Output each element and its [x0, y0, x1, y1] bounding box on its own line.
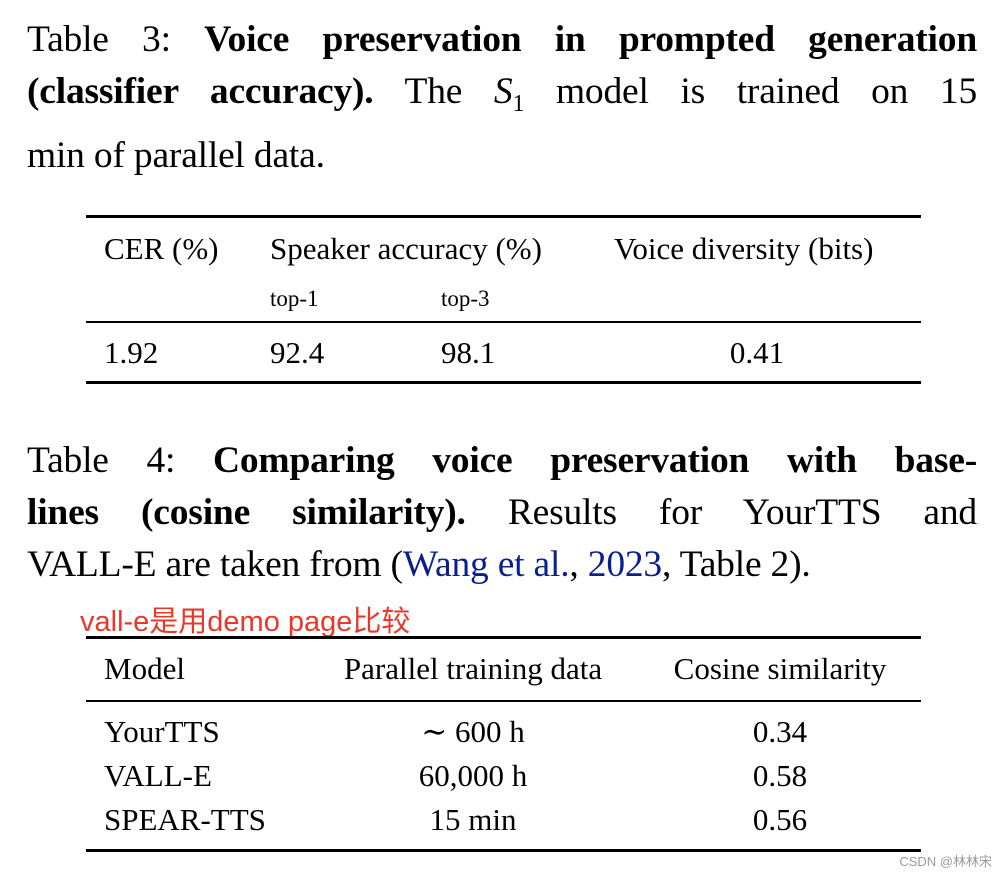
cell-parallel-data: ∼ 600 h [421, 714, 525, 749]
cell-cosine: 0.34 [752, 714, 808, 749]
table3-title-bold: Voice preservation in prompted generatio… [204, 19, 977, 60]
table4-caption: Table 4: Comparing voice preservation wi… [27, 435, 977, 591]
table3-text: The [404, 71, 463, 112]
citation-year-link[interactable]: 2023 [587, 544, 662, 585]
header-speaker-accuracy: Speaker accuracy (%) [270, 231, 542, 266]
header-voice-diversity: Voice diversity (bits) [614, 231, 874, 266]
header-parallel-data: Parallel training data [343, 651, 603, 686]
cell-voice-diversity: 0.41 [729, 335, 785, 370]
citation-author-link[interactable]: Wang et al. [402, 544, 570, 585]
table3-top-rule [86, 215, 921, 218]
table4-bottom-rule [86, 849, 921, 852]
cell-cosine: 0.58 [752, 758, 808, 793]
table4-text: Results for YourTTS and [507, 492, 977, 533]
table4-mid-rule [86, 700, 921, 702]
cell-model: VALL-E [104, 758, 212, 793]
table3-caption-line1: Table 3: Voice preservation in prompted … [27, 14, 977, 66]
cell-cer: 1.92 [104, 335, 159, 370]
cell-parallel-data: 60,000 h [418, 758, 528, 793]
table3-bottom-rule [86, 381, 921, 384]
table4-caption-line2: lines (cosine similarity). Results for Y… [27, 487, 977, 539]
csdn-watermark: CSDN @林林宋 [899, 854, 992, 869]
cell-top3: 98.1 [441, 335, 496, 370]
table3-text-cont: model is trained on 15 [555, 71, 977, 112]
table4-label: Table 4: [27, 440, 176, 481]
header-model: Model [104, 651, 185, 686]
table3-caption-line3: min of parallel data. [27, 135, 325, 176]
handwritten-annotation: vall-e是用demo page比较 [80, 606, 411, 638]
cell-model: SPEAR-TTS [104, 802, 266, 837]
cell-parallel-data: 15 min [429, 802, 517, 837]
cell-model: YourTTS [104, 714, 220, 749]
cell-cosine: 0.56 [752, 802, 808, 837]
table4-caption-line1: Table 4: Comparing voice preservation wi… [27, 435, 977, 487]
header-top3: top-3 [441, 286, 490, 311]
header-cosine: Cosine similarity [673, 651, 887, 686]
table3-caption: Table 3: Voice preservation in prompted … [27, 14, 977, 182]
table4-title-bold-cont: lines (cosine similarity). [27, 492, 466, 533]
header-top1: top-1 [270, 286, 319, 311]
table4-title-bold: Comparing voice preservation with base- [212, 440, 977, 481]
math-s1: S1 [493, 71, 525, 117]
header-cer: CER (%) [104, 231, 219, 266]
cell-top1: 92.4 [270, 335, 325, 370]
table3-caption-line2: (classifier accuracy). The S1 model is t… [27, 66, 977, 130]
table3-label: Table 3: [27, 19, 171, 60]
table4-top-rule [86, 636, 921, 639]
table3-mid-rule [86, 321, 921, 323]
table3-title-bold-cont: (classifier accuracy). [27, 71, 374, 112]
table4-caption-line3: VALL-E are taken from (Wang et al., 2023… [27, 544, 811, 585]
